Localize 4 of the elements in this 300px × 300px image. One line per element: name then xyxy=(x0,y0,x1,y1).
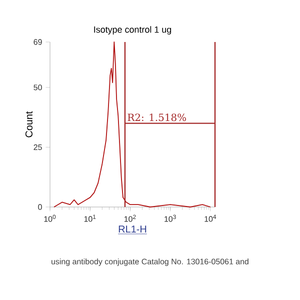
x-axis-title: RL1-H xyxy=(118,226,146,233)
chart-title: Isotype control 1 ug xyxy=(94,26,172,34)
y-axis-title: Count xyxy=(25,111,32,138)
annotation: R2: 1.518% xyxy=(128,114,186,122)
